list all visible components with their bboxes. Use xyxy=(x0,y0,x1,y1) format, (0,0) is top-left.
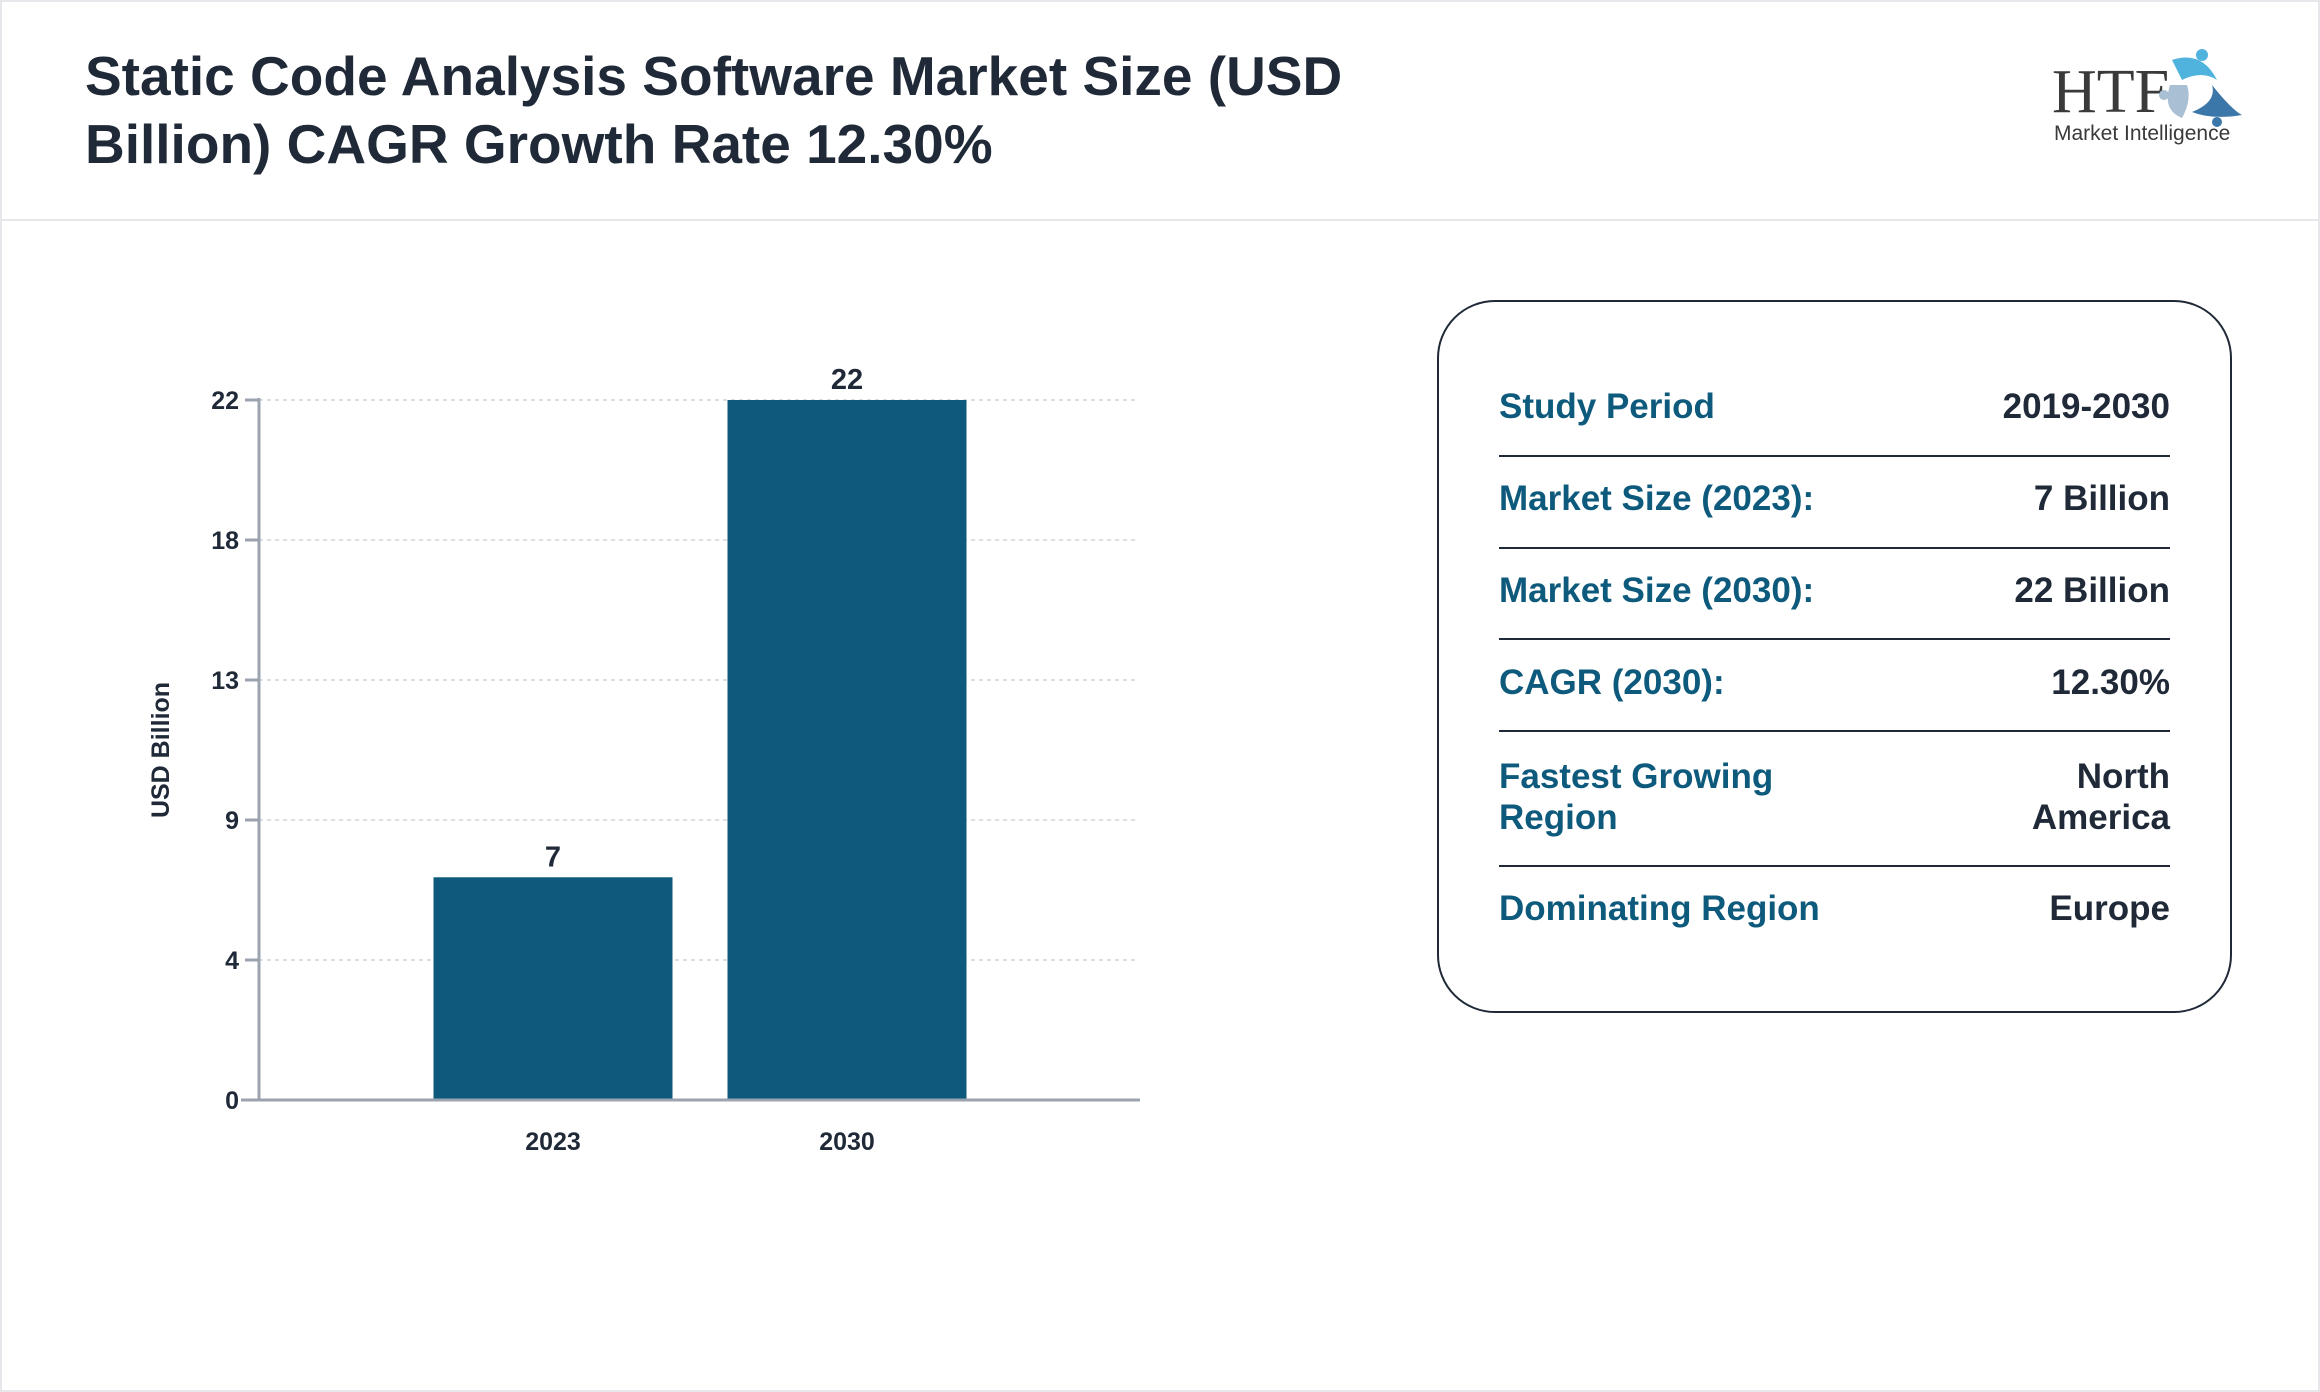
divider xyxy=(1499,865,2170,867)
summary-value: North America xyxy=(2031,757,2170,837)
summary-label: Dominating Region xyxy=(1499,889,1820,928)
y-tick-label: 0 xyxy=(225,1087,239,1115)
y-tick-label: 4 xyxy=(225,947,239,975)
summary-value: 7 Billion xyxy=(2033,479,2170,518)
summary-card: Study Period 2019-2030 Market Size (2023):… xyxy=(1437,300,2232,1013)
divider xyxy=(1499,547,2170,549)
summary-label: Fastest Growing Region xyxy=(1499,757,1774,837)
page-title: Static Code Analysis Software Market Siz… xyxy=(85,45,1343,175)
y-tick-label: 18 xyxy=(211,527,239,555)
summary-row: CAGR (2030): 12.30% xyxy=(1499,662,2170,703)
data-label: 7 xyxy=(545,841,561,873)
divider xyxy=(1499,638,2170,640)
summary-row: Market Size (2030): 22 Billion xyxy=(1499,570,2170,611)
header: Static Code Analysis Software Market Siz… xyxy=(2,2,2318,221)
summary-row: Fastest Growing Region North America xyxy=(1499,756,2170,838)
divider xyxy=(1499,730,2170,732)
summary-label: Market Size (2030): xyxy=(1499,571,1815,610)
y-tick-label: 9 xyxy=(225,807,239,835)
svg-text:Market Intelligence: Market Intelligence xyxy=(2054,122,2230,145)
summary-value: 2019-2030 xyxy=(2002,387,2170,426)
summary-label: Study Period xyxy=(1499,387,1715,426)
x-tick-label: 2030 xyxy=(819,1128,875,1156)
summary-value: 12.30% xyxy=(2051,663,2170,702)
x-tick-label: 2023 xyxy=(525,1128,581,1156)
data-label: 22 xyxy=(831,364,863,396)
htf-logo: HTF Market Intelligence xyxy=(2052,49,2242,145)
bar-2023 xyxy=(433,877,673,1100)
y-axis-label: USD Billion xyxy=(147,682,175,818)
summary-value: 22 Billion xyxy=(2014,571,2170,610)
summary-value: Europe xyxy=(2049,889,2170,928)
y-tick-label: 22 xyxy=(211,387,239,415)
divider xyxy=(1499,455,2170,457)
summary-row: Market Size (2023): 7 Billion xyxy=(1499,478,2170,519)
bar-chart: 0 4 9 13 18 22 7 2023 22 2030 USD Billion xyxy=(147,364,1140,1156)
summary-row: Study Period 2019-2030 xyxy=(1499,386,2170,427)
svg-text:HTF: HTF xyxy=(2052,58,2169,126)
bar-2030 xyxy=(727,400,967,1100)
summary-label: CAGR (2030): xyxy=(1499,663,1725,702)
y-tick-label: 13 xyxy=(211,667,239,695)
summary-label: Market Size (2023): xyxy=(1499,479,1815,518)
summary-row: Dominating Region Europe xyxy=(1499,888,2170,929)
